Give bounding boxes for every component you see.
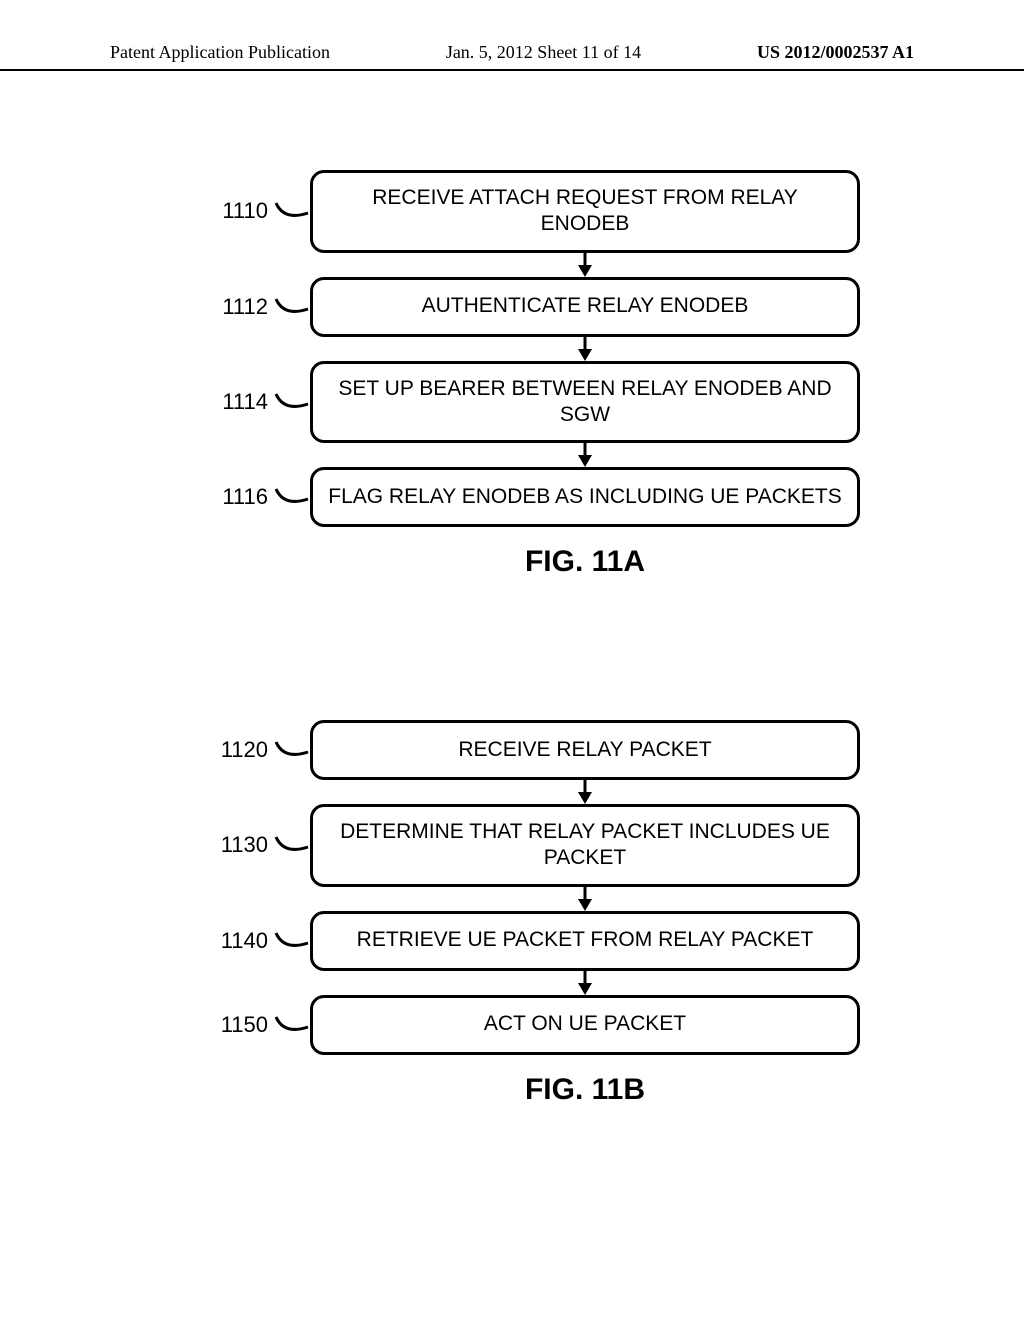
flow-box: AUTHENTICATE RELAY ENODEB [310,277,860,337]
ref-label: 1116 [160,484,310,510]
arrow-down-icon [575,971,595,995]
step-row: 1140 RETRIEVE UE PACKET FROM RELAY PACKE… [160,911,860,971]
flow-box: RECEIVE ATTACH REQUEST FROM RELAY ENODEB [310,170,860,253]
flow-box: SET UP BEARER BETWEEN RELAY ENODEB AND S… [310,361,860,444]
step-row: 1120 RECEIVE RELAY PACKET [160,720,860,780]
ref-number: 1114 [222,389,268,415]
leader-line-icon [274,390,310,414]
ref-label: 1150 [160,1012,310,1038]
flow-arrow [160,780,860,804]
flow-box: ACT ON UE PACKET [310,995,860,1055]
arrow-down-icon [575,443,595,467]
flowchart-b: 1120 RECEIVE RELAY PACKET 1130 DETERMINE… [160,720,860,1107]
step-row: 1130 DETERMINE THAT RELAY PACKET INCLUDE… [160,804,860,887]
step-row: 1110 RECEIVE ATTACH REQUEST FROM RELAY E… [160,170,860,253]
arrow-down-icon [575,780,595,804]
leader-line-icon [274,833,310,857]
ref-number: 1112 [222,294,268,320]
figure-label: FIG. 11B [160,1073,860,1107]
header-center: Jan. 5, 2012 Sheet 11 of 14 [446,42,641,63]
flow-arrow [160,887,860,911]
arrow-down-icon [575,337,595,361]
leader-line-icon [274,929,310,953]
flow-arrow [160,337,860,361]
ref-number: 1140 [221,928,268,954]
figure-label: FIG. 11A [160,545,860,579]
flow-box: RECEIVE RELAY PACKET [310,720,860,780]
flow-box: FLAG RELAY ENODEB AS INCLUDING UE PACKET… [310,467,860,527]
header-left: Patent Application Publication [110,42,330,63]
step-row: 1114 SET UP BEARER BETWEEN RELAY ENODEB … [160,361,860,444]
ref-label: 1112 [160,294,310,320]
leader-line-icon [274,1013,310,1037]
flow-box: DETERMINE THAT RELAY PACKET INCLUDES UE … [310,804,860,887]
ref-label: 1140 [160,928,310,954]
leader-line-icon [274,199,310,223]
flow-arrow [160,443,860,467]
leader-line-icon [274,295,310,319]
ref-number: 1130 [221,832,268,858]
flow-arrow [160,253,860,277]
ref-number: 1110 [222,198,268,224]
ref-number: 1116 [222,484,268,510]
flowchart-a: 1110 RECEIVE ATTACH REQUEST FROM RELAY E… [160,170,860,579]
arrow-down-icon [575,253,595,277]
arrow-down-icon [575,887,595,911]
step-row: 1150 ACT ON UE PACKET [160,995,860,1055]
ref-label: 1110 [160,198,310,224]
ref-label: 1120 [160,737,310,763]
page-header: Patent Application Publication Jan. 5, 2… [0,42,1024,71]
leader-line-icon [274,485,310,509]
step-row: 1112 AUTHENTICATE RELAY ENODEB [160,277,860,337]
ref-number: 1120 [221,737,268,763]
header-right: US 2012/0002537 A1 [757,42,914,63]
flow-arrow [160,971,860,995]
ref-label: 1130 [160,832,310,858]
flow-box: RETRIEVE UE PACKET FROM RELAY PACKET [310,911,860,971]
ref-label: 1114 [160,389,310,415]
leader-line-icon [274,738,310,762]
step-row: 1116 FLAG RELAY ENODEB AS INCLUDING UE P… [160,467,860,527]
ref-number: 1150 [221,1012,268,1038]
